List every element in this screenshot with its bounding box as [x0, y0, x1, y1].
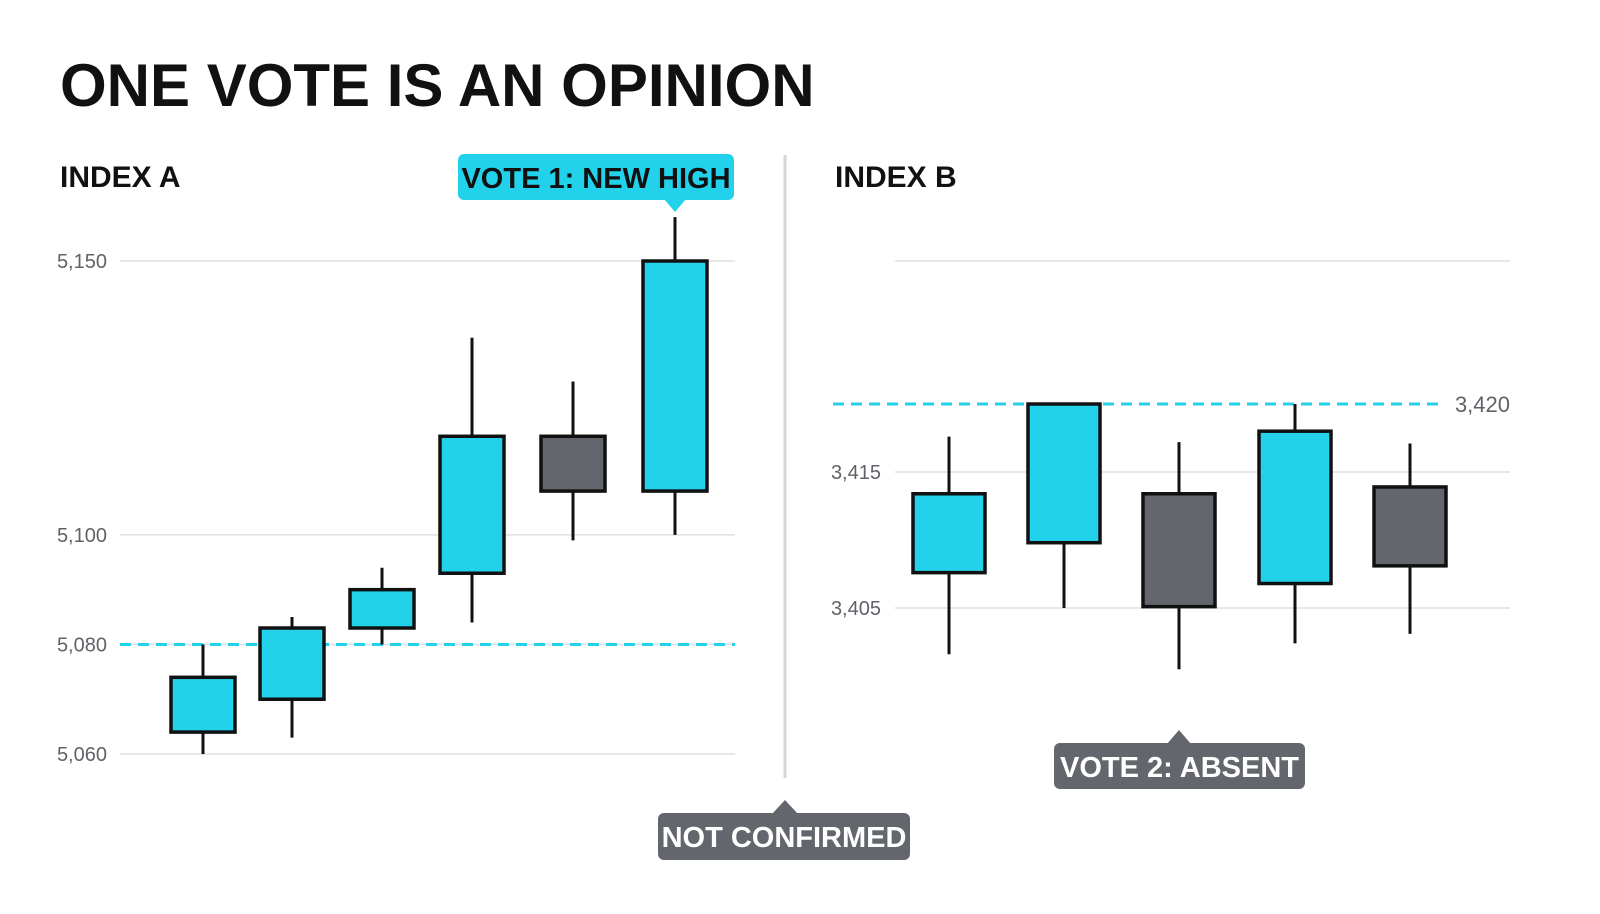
index-a-candle: [348, 567, 416, 645]
index-b-candle: [1372, 443, 1448, 634]
index-b-candle: [1141, 442, 1217, 670]
not-confirmed-callout-text: NOT CONFIRMED: [662, 822, 907, 854]
vote-1-callout-text: VOTE 1: NEW HIGH: [461, 163, 730, 195]
not-confirmed-callout-box: [658, 813, 910, 860]
index-a-candle-body: [348, 587, 416, 630]
page-title: ONE VOTE IS AN OPINION: [60, 52, 815, 119]
index-a-candle-body: [258, 626, 326, 701]
vote-1-callout: VOTE 1: NEW HIGH: [458, 154, 734, 212]
index-b-y-tick-label: 3,415: [831, 462, 881, 484]
index-a-candle-body: [438, 434, 506, 575]
index-a-panel: INDEX A 5,060 5,080 5,100 5,150 VOTE 1: NEW…: [57, 154, 735, 766]
index-a-candles: [169, 217, 709, 754]
index-b-candle-body: [1026, 402, 1102, 545]
index-a-grid: 5,060 5,080 5,100 5,150: [57, 251, 735, 766]
vote-2-callout-text: VOTE 2: ABSENT: [1060, 752, 1299, 784]
index-b-candle: [1257, 404, 1333, 644]
index-a-y-tick-label: 5,060: [57, 744, 107, 766]
index-a-candle-body: [169, 675, 237, 734]
index-b-candle: [911, 436, 987, 655]
vote-1-callout-box: [458, 154, 734, 200]
index-b-candle-body: [1141, 492, 1217, 609]
index-a-candle: [539, 381, 607, 541]
index-b-candles: [911, 402, 1448, 670]
index-b-y-tick-label: 3,405: [831, 598, 881, 620]
index-a-candle-body: [539, 434, 607, 493]
index-a-candle-body: [641, 259, 709, 493]
index-a-candle: [169, 644, 237, 754]
index-a-y-tick-label: 5,150: [57, 251, 107, 273]
index-a-y-tick-label: 5,080: [57, 634, 107, 656]
vote-2-callout: VOTE 2: ABSENT: [1054, 730, 1305, 789]
index-b-candle-body: [1257, 429, 1333, 586]
index-a-candle: [641, 217, 709, 535]
index-b-reference-line-group: 3,420: [833, 392, 1510, 417]
index-a-candle: [438, 337, 506, 623]
index-a-title: INDEX A: [60, 161, 181, 194]
index-b-reference-label: 3,420: [1455, 392, 1510, 417]
index-a-candle: [258, 617, 326, 738]
index-a-y-tick-label: 5,100: [57, 525, 107, 547]
vote-2-callout-pointer: [1167, 730, 1191, 744]
not-confirmed-callout-pointer: [772, 800, 798, 814]
vote-1-callout-pointer: [664, 199, 686, 212]
index-b-candle-body: [911, 492, 987, 575]
index-b-candle-body: [1372, 485, 1448, 568]
vote-2-callout-box: [1054, 743, 1305, 789]
index-b-panel: INDEX B 3,405 3,415 3,420 VOTE 2: ABSENT: [831, 161, 1510, 789]
index-b-candle: [1026, 402, 1102, 608]
index-b-title: INDEX B: [835, 161, 957, 194]
not-confirmed-callout: NOT CONFIRMED: [658, 800, 910, 860]
